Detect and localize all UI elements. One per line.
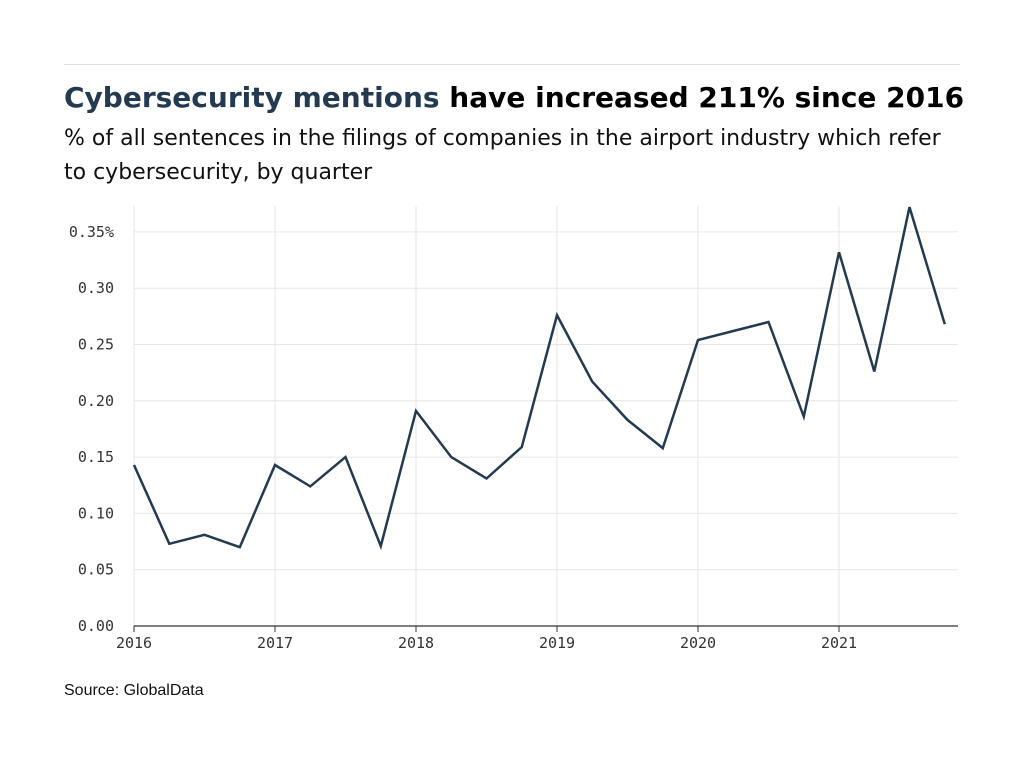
title-rest: have increased 211% since 2016 <box>439 81 965 114</box>
x-tick-label: 2021 <box>821 634 857 652</box>
x-tick-label: 2020 <box>680 634 716 652</box>
title-highlight: Cybersecurity mentions <box>64 81 440 114</box>
y-tick-label: 0.30 <box>78 279 114 297</box>
x-tick-label: 2017 <box>257 634 293 652</box>
series-line <box>132 206 946 551</box>
y-tick-label: 0.10 <box>78 504 114 522</box>
y-tick-label: 0.00 <box>78 617 114 635</box>
x-tick-label: 2016 <box>116 634 152 652</box>
source-note: Source: GlobalData <box>64 682 204 699</box>
x-tick-label: 2018 <box>398 634 434 652</box>
chart-title: Cybersecurity mentions have increased 21… <box>64 78 964 118</box>
x-tick-label: 2019 <box>539 634 575 652</box>
y-tick-label: 0.35% <box>69 223 114 241</box>
y-tick-label: 0.20 <box>78 392 114 410</box>
top-divider <box>64 64 960 65</box>
y-tick-label: 0.15 <box>78 448 114 466</box>
y-tick-label: 0.05 <box>78 561 114 579</box>
chart-subtitle: % of all sentences in the filings of com… <box>64 126 941 185</box>
y-tick-label: 0.25 <box>78 336 114 354</box>
